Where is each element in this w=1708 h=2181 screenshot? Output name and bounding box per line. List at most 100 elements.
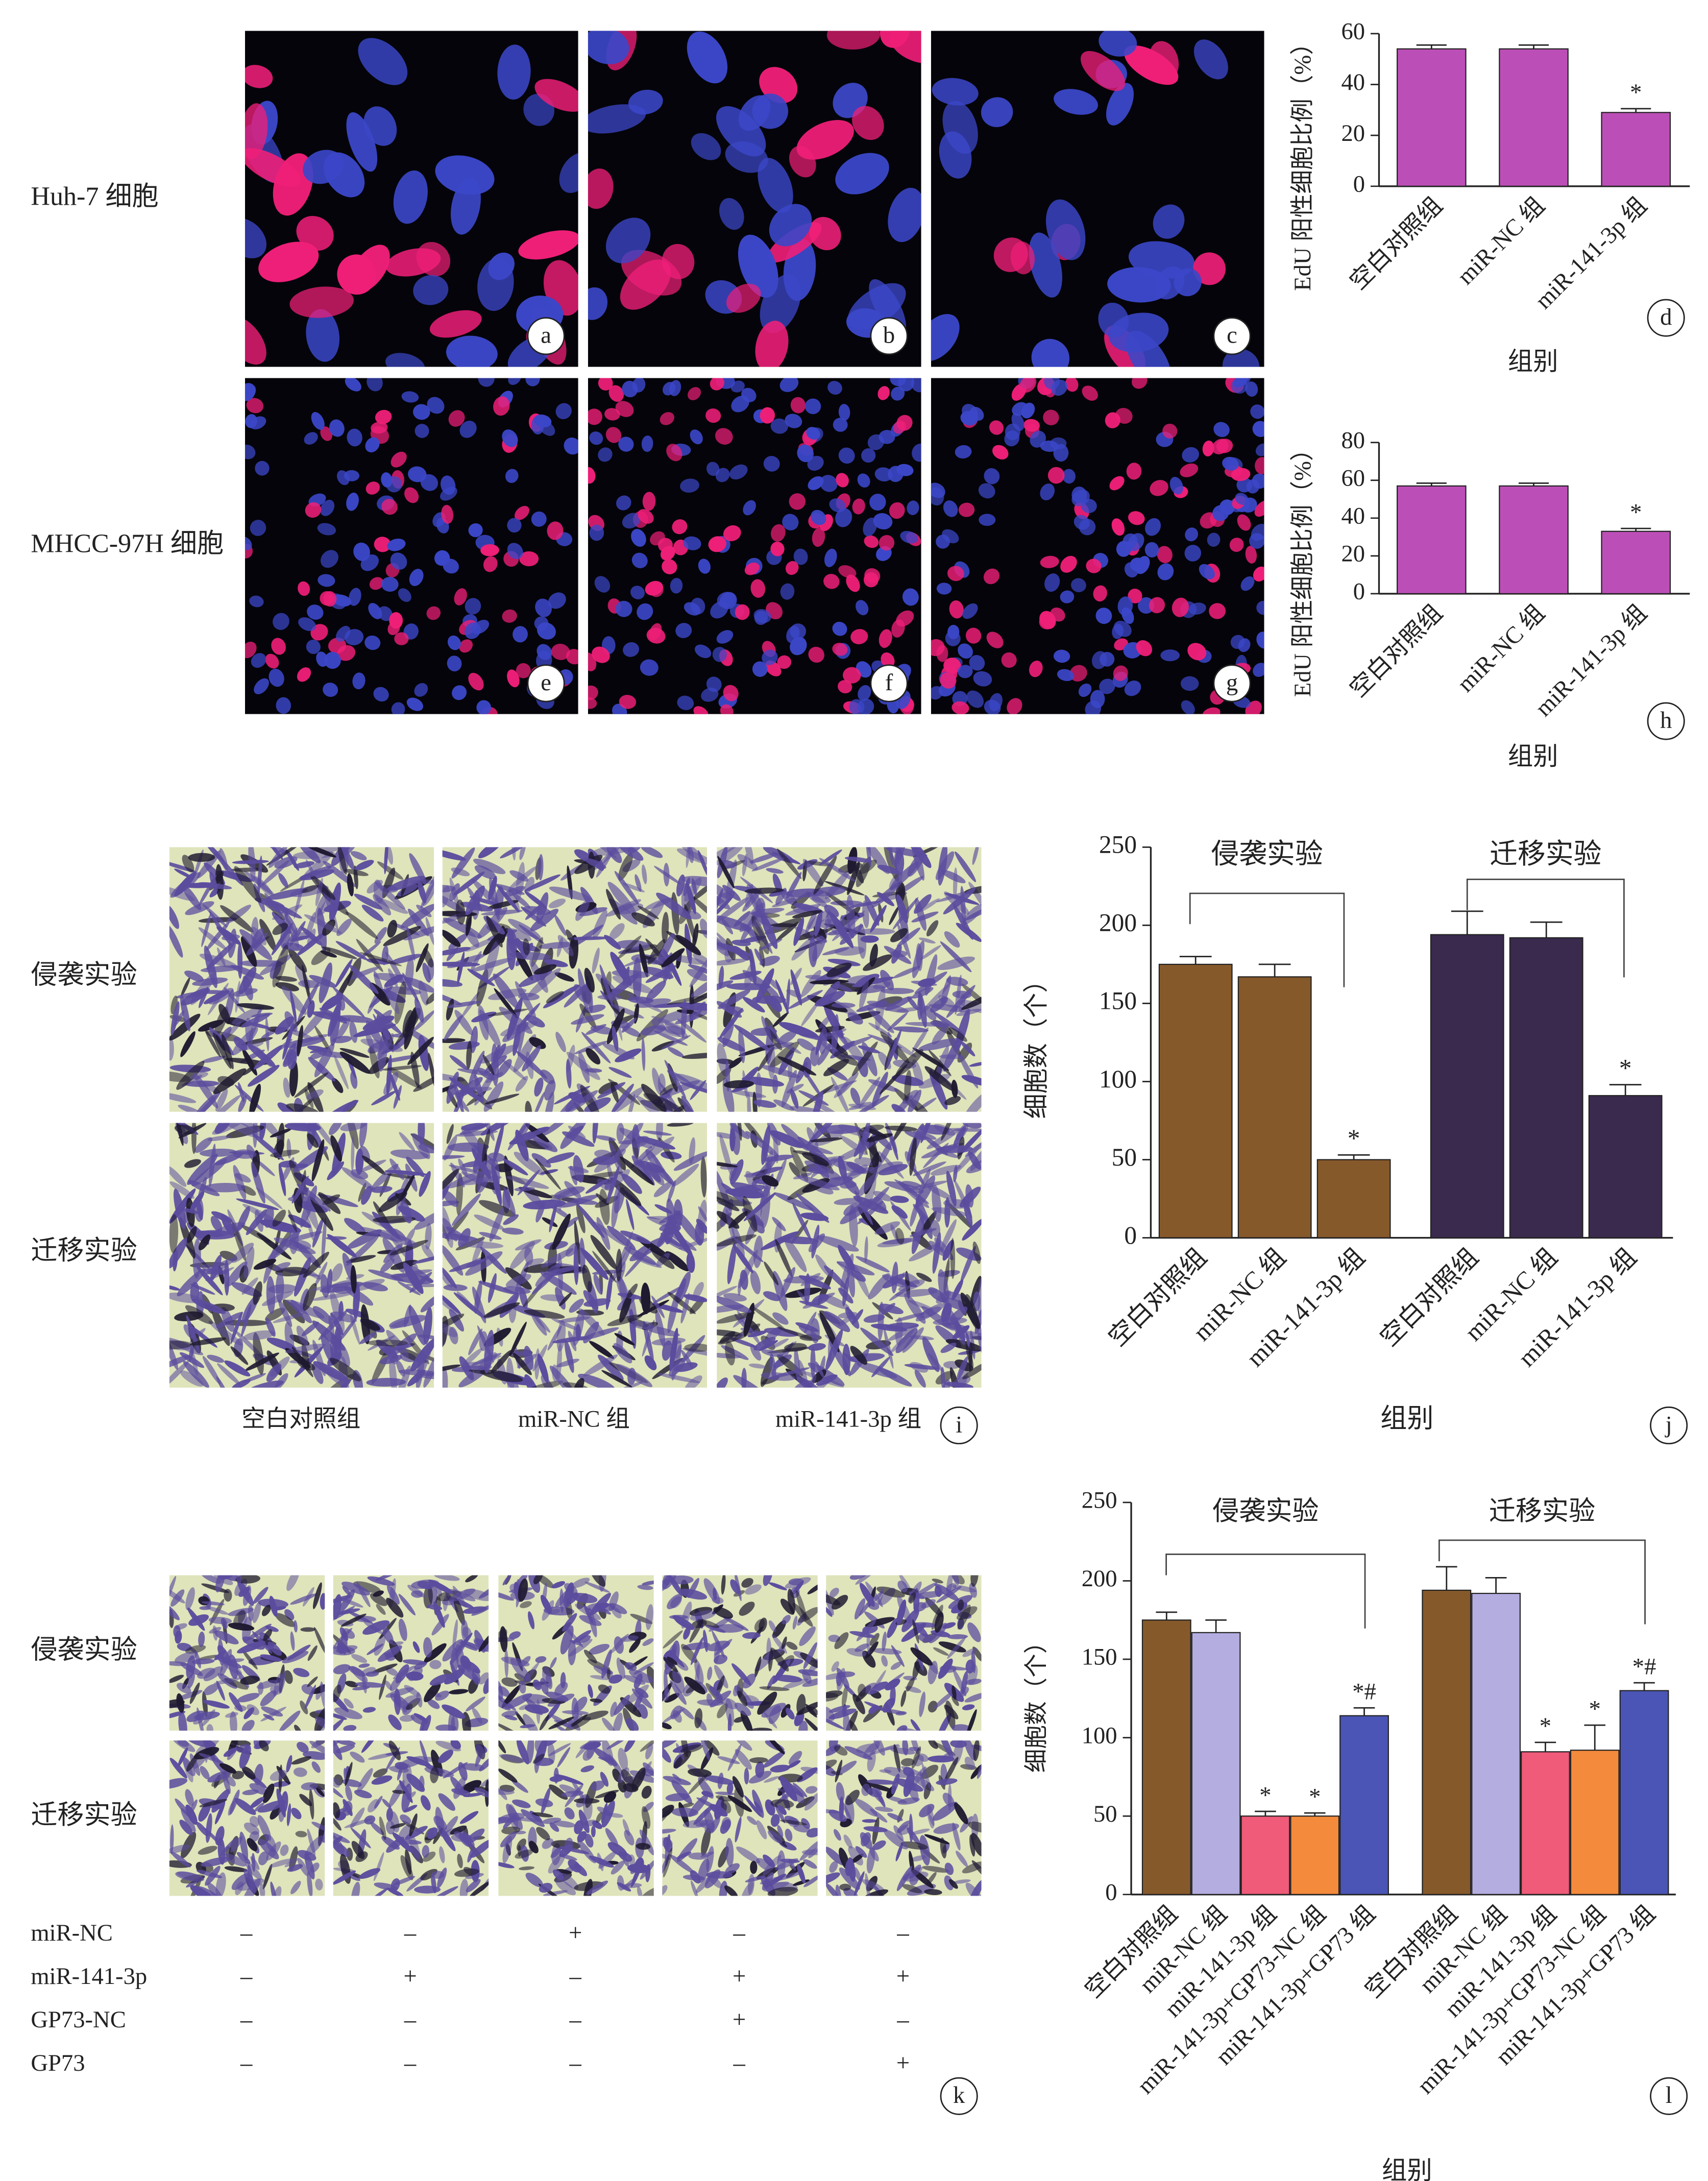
cell (722, 1078, 735, 1112)
cell (872, 881, 902, 908)
cell (360, 1304, 370, 1344)
cell (930, 997, 948, 1013)
cell (249, 1783, 268, 1795)
table-sign: + (403, 1963, 417, 1990)
cell (236, 1852, 251, 1864)
cell (914, 1661, 928, 1676)
cell (804, 1718, 818, 1731)
cell (589, 431, 603, 445)
cell (420, 474, 438, 491)
bracket (1466, 879, 1625, 978)
cell (332, 986, 365, 1018)
cell (534, 1077, 544, 1097)
cell (377, 861, 404, 880)
cell (928, 1755, 955, 1763)
cell (447, 656, 462, 672)
error-bar (1353, 1707, 1375, 1716)
cell (915, 898, 926, 931)
cell (169, 1285, 180, 1291)
cell (278, 873, 288, 888)
cell (694, 1659, 704, 1684)
cell (618, 1748, 628, 1771)
cell (695, 1820, 708, 1827)
cell (1231, 378, 1248, 394)
cell (402, 973, 419, 1003)
cell (534, 964, 557, 975)
cell (297, 1025, 304, 1057)
cell (1246, 479, 1260, 494)
cell (835, 1760, 857, 1776)
cell (249, 1083, 261, 1112)
cell (357, 1768, 373, 1792)
cell (826, 1759, 837, 1771)
cell (743, 1192, 776, 1222)
cell (554, 972, 574, 982)
cell (895, 1328, 918, 1353)
cell (548, 1854, 565, 1874)
cell (701, 1827, 711, 1856)
cell (762, 1855, 782, 1876)
cell (620, 1635, 639, 1642)
cell (201, 1575, 221, 1584)
cell (774, 1038, 801, 1054)
cell (588, 652, 597, 671)
error-bar (1255, 1810, 1276, 1816)
cell (918, 1633, 933, 1643)
cell (613, 1343, 632, 1364)
cell (422, 962, 431, 983)
cell (725, 1341, 735, 1366)
cell (706, 1693, 713, 1706)
cell (180, 1031, 196, 1057)
cell (177, 1740, 189, 1747)
cell (169, 1214, 179, 1253)
cell (625, 1247, 651, 1277)
cell (574, 1040, 608, 1054)
cell (700, 1740, 711, 1761)
cell (684, 1343, 707, 1352)
cell (554, 1682, 568, 1696)
cell (826, 1872, 840, 1886)
cell (254, 876, 273, 896)
cell (884, 1829, 908, 1850)
cell (242, 1649, 258, 1670)
cell (409, 1272, 432, 1293)
cell (194, 1197, 204, 1222)
error-bar (1530, 921, 1563, 938)
group-title: 迁移实验 (1489, 1497, 1595, 1526)
cell (945, 1128, 982, 1132)
cell (670, 1651, 685, 1668)
cell (223, 1747, 237, 1757)
cell (936, 583, 952, 595)
cell (588, 31, 629, 64)
cell (169, 1586, 185, 1604)
cell (898, 378, 914, 392)
cell (966, 690, 984, 708)
cell (535, 1201, 545, 1223)
cell (353, 1581, 381, 1593)
cell (889, 1284, 913, 1301)
cell (245, 1022, 271, 1029)
cell (295, 1831, 307, 1837)
cell (662, 1740, 680, 1750)
cell (612, 1086, 645, 1112)
cell (1053, 649, 1070, 663)
cell (797, 444, 814, 463)
error-bar (1337, 1154, 1370, 1160)
cell (709, 1686, 723, 1701)
cell (554, 914, 567, 936)
cell (831, 1076, 851, 1112)
cell (725, 141, 768, 173)
cell (508, 866, 538, 890)
cell (371, 1775, 393, 1785)
cell (514, 1151, 544, 1176)
cell (792, 910, 822, 918)
cell (618, 935, 642, 959)
cell (798, 1275, 831, 1290)
row-label: 侵袭实验 (31, 960, 137, 989)
cell (680, 1293, 690, 1324)
cell (384, 974, 404, 987)
cell (614, 1333, 635, 1346)
cell (616, 1657, 626, 1679)
cell (198, 875, 217, 907)
cell (773, 1192, 814, 1211)
